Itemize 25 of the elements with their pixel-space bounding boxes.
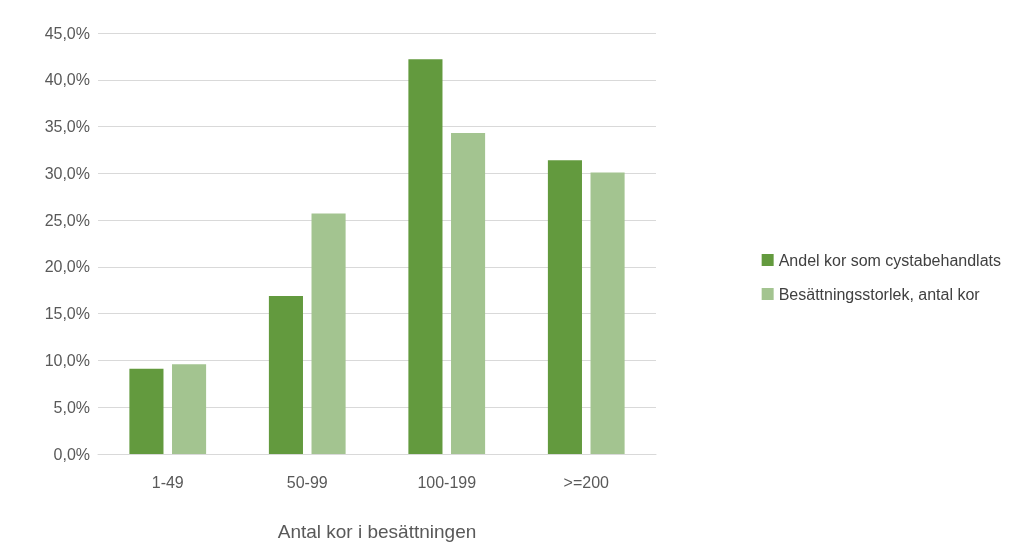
x-tick-label: >=200 — [563, 473, 610, 491]
x-tick-label: 1-49 — [151, 473, 184, 491]
bar — [547, 160, 582, 454]
y-tick-label: 0,0% — [53, 445, 90, 463]
y-tick-label: 45,0% — [44, 24, 90, 42]
x-axis-title: Antal kor i besättningen — [277, 521, 477, 542]
bar — [172, 364, 207, 454]
legend-label: Besättningsstorlek, antal kor — [778, 285, 981, 303]
bar — [129, 368, 164, 454]
bar — [311, 213, 346, 454]
bar — [590, 172, 625, 454]
bar — [408, 59, 443, 454]
y-tick-label: 15,0% — [44, 305, 90, 323]
y-tick-label: 20,0% — [44, 258, 90, 276]
x-tick-label: 100-199 — [417, 473, 477, 491]
y-tick-label: 30,0% — [44, 164, 90, 182]
legend-label: Andel kor som cystabehandlats — [778, 251, 1001, 269]
y-tick-label: 35,0% — [44, 118, 90, 136]
y-tick-label: 10,0% — [44, 351, 90, 369]
y-tick-label: 25,0% — [44, 211, 90, 229]
y-tick-label: 5,0% — [53, 398, 90, 416]
x-tick-label: 50-99 — [286, 473, 328, 491]
y-tick-label: 40,0% — [44, 71, 90, 89]
bar — [268, 295, 303, 454]
bar — [451, 133, 486, 454]
